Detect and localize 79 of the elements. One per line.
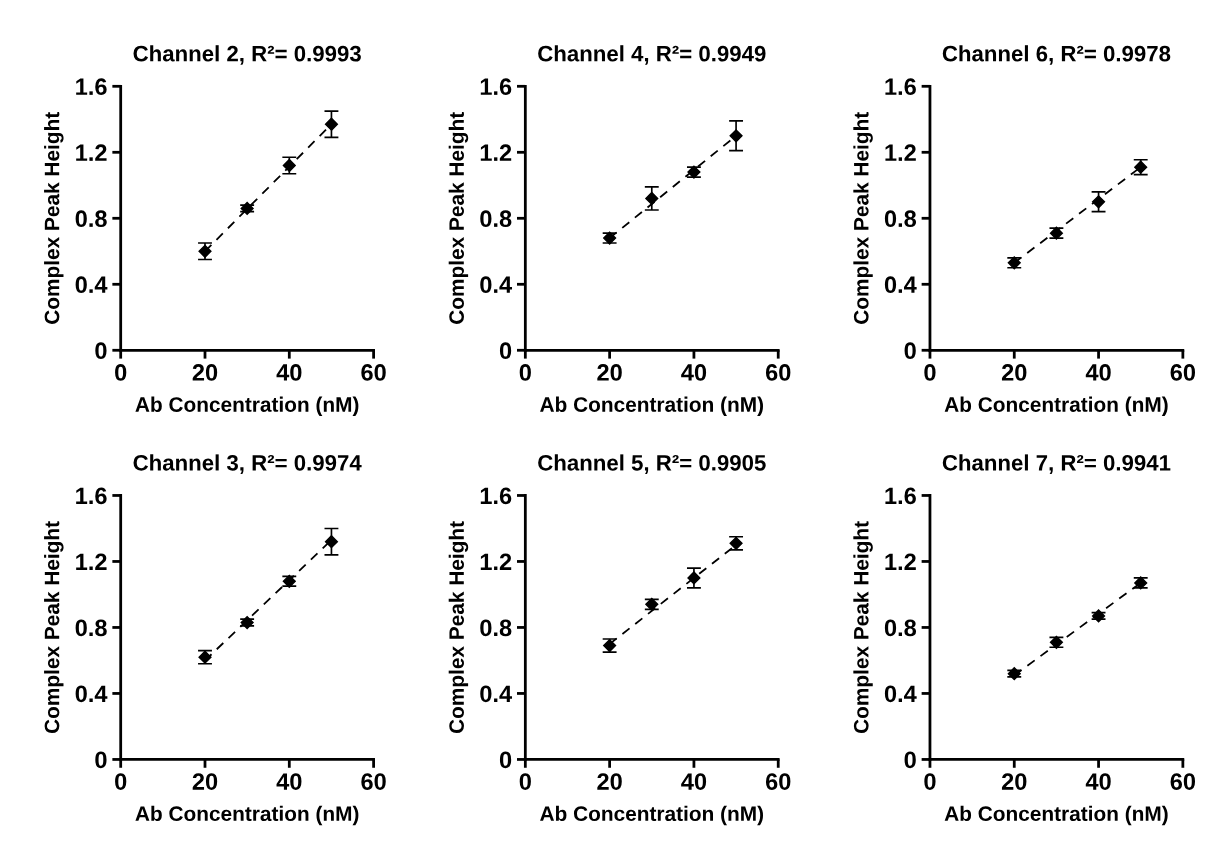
x-tick-label: 60 bbox=[1170, 773, 1196, 790]
y-tick-label: 1.2 bbox=[76, 144, 107, 161]
y-tick-label: 0.4 bbox=[75, 685, 108, 703]
y-axis-title: Complex Peak Height bbox=[853, 112, 873, 324]
x-tick-label: 20 bbox=[597, 364, 622, 381]
y-tick-label: 1.2 bbox=[480, 553, 512, 571]
x-tick-label: 60 bbox=[361, 773, 386, 790]
point bbox=[240, 615, 254, 630]
y-tick-label: 0.4 bbox=[884, 685, 917, 703]
x-tick-label: 0 bbox=[115, 773, 127, 790]
y-tick-label: 1.2 bbox=[885, 553, 916, 571]
y-tick-label: 0.4 bbox=[75, 276, 108, 294]
y-tick-label: 0 bbox=[904, 342, 916, 360]
point bbox=[729, 129, 743, 143]
x-tick-label: 0 bbox=[924, 364, 936, 381]
chart-title: Channel 3, R²= 0.9974 bbox=[133, 454, 362, 474]
y-axis-title: Complex Peak Height bbox=[44, 521, 64, 734]
y-tick-label: 0 bbox=[499, 342, 512, 360]
y-tick-label: 0.8 bbox=[884, 210, 917, 228]
point bbox=[687, 571, 701, 585]
point bbox=[324, 117, 339, 131]
y-tick-label: 1.2 bbox=[480, 144, 512, 161]
y-tick-label: 1.2 bbox=[885, 144, 916, 161]
x-tick-label: 20 bbox=[192, 773, 218, 790]
x-tick-label: 40 bbox=[276, 773, 302, 790]
y-tick-label: 0 bbox=[904, 751, 916, 769]
y-axis-title: Complex Peak Height bbox=[448, 521, 469, 734]
x-tick-label: 20 bbox=[597, 773, 622, 790]
y-tick-label: 1.6 bbox=[76, 78, 107, 96]
x-axis-title: Ab Concentration (nM) bbox=[135, 396, 359, 417]
y-tick-label: 0.8 bbox=[75, 619, 107, 637]
x-tick-label: 60 bbox=[361, 364, 386, 381]
x-axis-title: Ab Concentration (nM) bbox=[540, 805, 764, 826]
y-axis-title: Complex Peak Height bbox=[448, 112, 469, 324]
chart-title: Channel 5, R²= 0.9905 bbox=[538, 454, 766, 474]
x-tick-label: 60 bbox=[765, 364, 791, 381]
x-tick-label: 40 bbox=[681, 773, 707, 790]
y-tick-label: 1.6 bbox=[76, 487, 107, 505]
x-tick-label: 20 bbox=[1001, 773, 1027, 790]
y-axis-title: Complex Peak Height bbox=[44, 112, 64, 324]
x-tick-label: 40 bbox=[276, 364, 302, 381]
y-tick-label: 0 bbox=[499, 751, 512, 769]
point bbox=[324, 535, 339, 549]
y-tick-label: 1.6 bbox=[480, 78, 512, 96]
x-tick-label: 20 bbox=[192, 364, 218, 381]
chart-title: Channel 4, R²= 0.9949 bbox=[538, 45, 766, 65]
chart-title: Channel 7, R²= 0.9941 bbox=[942, 454, 1171, 474]
x-tick-label: 0 bbox=[924, 773, 936, 790]
x-tick-label: 40 bbox=[1085, 364, 1111, 381]
y-tick-label: 0.8 bbox=[480, 619, 512, 637]
x-axis-title: Ab Concentration (nM) bbox=[135, 805, 359, 826]
y-tick-label: 0.8 bbox=[75, 210, 107, 228]
chart-title: Channel 2, R²= 0.9993 bbox=[133, 45, 361, 65]
x-axis-title: Ab Concentration (nM) bbox=[944, 396, 1168, 417]
y-tick-label: 0.4 bbox=[480, 685, 513, 703]
x-tick-label: 20 bbox=[1001, 364, 1027, 381]
y-tick-label: 1.2 bbox=[76, 553, 107, 571]
y-tick-label: 0 bbox=[95, 751, 107, 769]
x-tick-label: 60 bbox=[765, 773, 791, 790]
y-tick-label: 0.8 bbox=[480, 210, 512, 228]
x-tick-label: 40 bbox=[1085, 773, 1111, 790]
x-tick-label: 40 bbox=[681, 364, 707, 381]
y-tick-label: 1.6 bbox=[885, 78, 916, 96]
y-tick-label: 0.8 bbox=[884, 619, 917, 637]
x-tick-label: 0 bbox=[519, 773, 531, 790]
chart-title: Channel 6, R²= 0.9978 bbox=[942, 45, 1171, 65]
point bbox=[645, 191, 659, 206]
y-tick-label: 1.6 bbox=[885, 487, 916, 505]
x-tick-label: 60 bbox=[1170, 364, 1196, 381]
x-tick-label: 0 bbox=[115, 364, 127, 381]
point bbox=[1091, 195, 1106, 209]
x-tick-label: 0 bbox=[519, 364, 531, 381]
y-tick-label: 0.4 bbox=[480, 276, 513, 294]
y-tick-label: 0.4 bbox=[884, 276, 917, 294]
x-axis-title: Ab Concentration (nM) bbox=[944, 805, 1168, 826]
y-axis-title: Complex Peak Height bbox=[853, 521, 873, 734]
x-axis-title: Ab Concentration (nM) bbox=[540, 396, 764, 417]
y-tick-label: 1.6 bbox=[480, 487, 512, 505]
y-tick-label: 0 bbox=[95, 342, 107, 360]
